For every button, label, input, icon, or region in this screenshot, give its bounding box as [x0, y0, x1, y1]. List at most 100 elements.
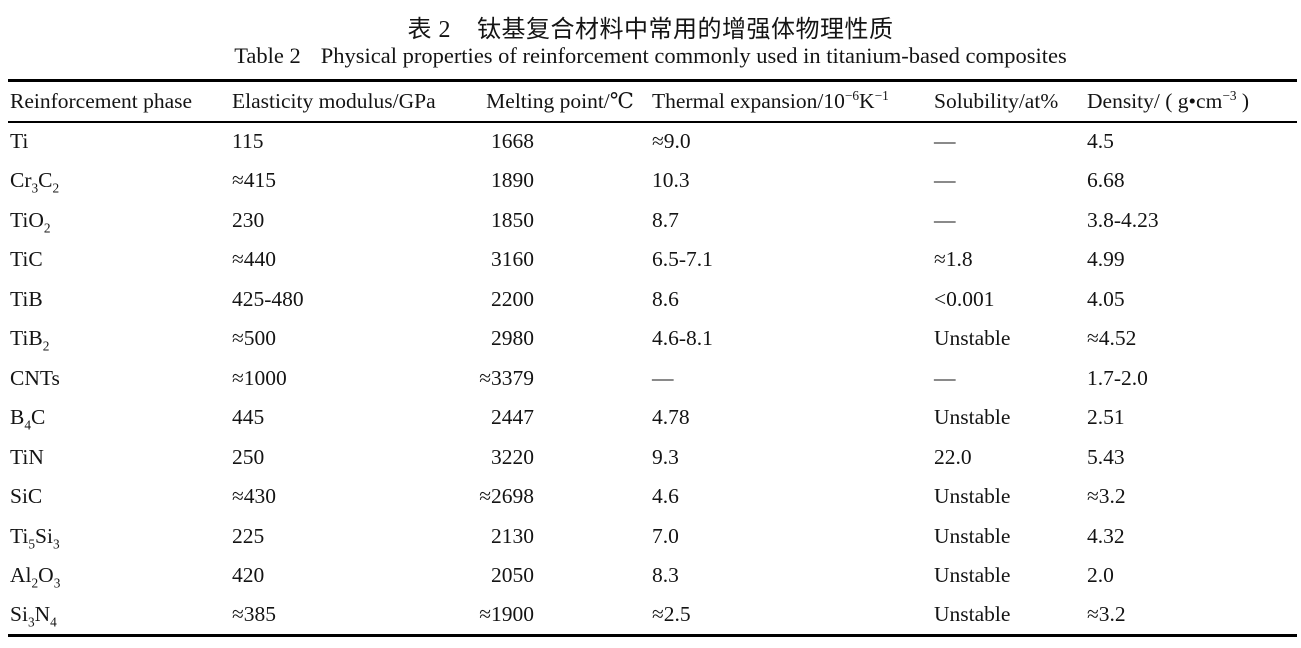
table-row: TiC ≈440 3160 6.5-7.1 ≈1.8 4.99: [8, 240, 1297, 280]
cell-thermal-expansion: 4.78: [652, 405, 690, 430]
table-row: TiN 250 3220 9.3 22.0 5.43: [8, 438, 1297, 478]
cell-melting-point: 2447: [491, 405, 534, 430]
cell-elasticity-modulus: ≈1000: [232, 365, 287, 390]
table-caption-zh-number: 表 2: [407, 17, 451, 43]
table-caption-en-title: Physical properties of reinforcement com…: [320, 43, 1067, 68]
cell-solubility: —: [934, 168, 956, 193]
table-row: TiO2 230 1850 8.7 — 3.8-4.23: [8, 201, 1297, 241]
cell-density: ≈3.2: [1087, 602, 1126, 626]
cell-solubility: Unstable: [934, 602, 1011, 626]
table-row: SiC ≈430 ≈2698 4.6 Unstable ≈3.2: [8, 477, 1297, 517]
cell-melting-point: 1850: [491, 207, 534, 232]
reinforcement-properties-table: Reinforcement phase Elasticity modulus/GP…: [8, 79, 1297, 637]
cell-density: 1.7-2.0: [1087, 365, 1148, 390]
cell-elasticity-modulus: ≈430: [232, 484, 277, 509]
cell-melting-point: 2130: [491, 523, 534, 548]
table-caption-en-number: Table 2: [234, 43, 301, 68]
cell-melting-point: 3220: [491, 444, 534, 469]
cell-elasticity-modulus: ≈415: [232, 168, 277, 193]
cell-melting-point: 1890: [491, 168, 534, 193]
cell-density: 4.05: [1087, 286, 1125, 311]
cell-density: 5.43: [1087, 444, 1125, 469]
cell-density: ≈3.2: [1087, 484, 1126, 509]
cell-elasticity-modulus: 230: [232, 207, 265, 232]
cell-melting-point: ≈1900: [479, 602, 534, 626]
cell-melting-point: 2050: [491, 563, 534, 588]
cell-thermal-expansion: 7.0: [652, 523, 679, 548]
table-row: TiB 425-480 2200 8.6 <0.001 4.05: [8, 280, 1297, 320]
cell-elasticity-modulus: ≈500: [232, 326, 277, 351]
cell-elasticity-modulus: ≈440: [232, 247, 277, 272]
header-row: Reinforcement phase Elasticity modulus/GP…: [8, 80, 1297, 123]
cell-solubility: —: [934, 207, 956, 232]
table-row: Ti 115 1668 ≈9.0 — 4.5: [8, 122, 1297, 162]
cell-solubility: Unstable: [934, 405, 1011, 430]
cell-thermal-expansion: 4.6: [652, 484, 679, 509]
cell-melting-point: 1668: [491, 129, 534, 154]
cell-elasticity-modulus: 420: [232, 563, 265, 588]
table-row: Al2O3 420 2050 8.3 Unstable 2.0: [8, 556, 1297, 596]
cell-reinforcement-phase: Ti: [10, 129, 29, 154]
cell-reinforcement-phase: TiN: [10, 444, 44, 469]
cell-elasticity-modulus: 225: [232, 523, 265, 548]
cell-reinforcement-phase: TiO2: [10, 207, 51, 236]
cell-thermal-expansion: —: [652, 365, 674, 390]
table-row: Si3N4 ≈385 ≈1900 ≈2.5 Unstable ≈3.2: [8, 596, 1297, 636]
cell-thermal-expansion: ≈9.0: [652, 129, 691, 154]
table-caption-zh-title: 钛基复合材料中常用的增强体物理性质: [477, 17, 894, 43]
cell-elasticity-modulus: 115: [232, 129, 264, 154]
cell-melting-point: 2980: [491, 326, 534, 351]
column-header-solubility: Solubility/at%: [932, 80, 1085, 123]
cell-reinforcement-phase: Ti5Si3: [10, 523, 60, 552]
cell-thermal-expansion: 8.3: [652, 563, 679, 588]
cell-density: 4.32: [1087, 523, 1125, 548]
column-header-reinforcement-phase: Reinforcement phase: [8, 80, 230, 123]
cell-density: ≈4.52: [1087, 326, 1137, 351]
cell-thermal-expansion: 4.6-8.1: [652, 326, 713, 351]
table-row: B4C 445 2447 4.78 Unstable 2.51: [8, 398, 1297, 438]
cell-elasticity-modulus: 425-480: [232, 286, 304, 311]
cell-elasticity-modulus: 250: [232, 444, 265, 469]
cell-thermal-expansion: 6.5-7.1: [652, 247, 713, 272]
table-row: CNTs ≈1000 ≈3379 — — 1.7-2.0: [8, 359, 1297, 399]
cell-solubility: Unstable: [934, 484, 1011, 509]
cell-thermal-expansion: 10.3: [652, 168, 690, 193]
cell-solubility: —: [934, 365, 956, 390]
column-header-thermal-expansion: Thermal expansion/10−6K−1: [650, 80, 932, 123]
cell-solubility: —: [934, 129, 956, 154]
cell-reinforcement-phase: TiB: [10, 286, 43, 311]
cell-density: 3.8-4.23: [1087, 207, 1159, 232]
cell-melting-point: ≈2698: [479, 484, 534, 509]
cell-reinforcement-phase: TiC: [10, 247, 43, 272]
cell-solubility: Unstable: [934, 563, 1011, 588]
cell-reinforcement-phase: Cr3C2: [10, 168, 60, 196]
table-caption-zh: 表 2 钛基复合材料中常用的增强体物理性质: [0, 9, 1301, 44]
cell-solubility: <0.001: [934, 286, 995, 311]
cell-thermal-expansion: 9.3: [652, 444, 679, 469]
cell-reinforcement-phase: CNTs: [10, 365, 60, 390]
cell-melting-point: ≈3379: [479, 365, 534, 390]
column-header-elasticity-modulus: Elasticity modulus/GPa: [230, 80, 470, 123]
cell-reinforcement-phase: TiB2: [10, 326, 50, 354]
cell-density: 4.5: [1087, 129, 1114, 154]
cell-density: 2.0: [1087, 563, 1114, 588]
cell-elasticity-modulus: ≈385: [232, 602, 277, 626]
cell-density: 2.51: [1087, 405, 1125, 430]
column-header-melting-point: Melting point/℃: [470, 80, 650, 123]
cell-thermal-expansion: ≈2.5: [652, 602, 691, 626]
table-caption-en: Table 2 Physical properties of reinforcem…: [0, 43, 1301, 69]
column-header-density: Density/ ( g•cm−3 ): [1085, 80, 1297, 123]
cell-density: 4.99: [1087, 247, 1125, 272]
cell-solubility: 22.0: [934, 444, 972, 469]
cell-reinforcement-phase: Al2O3: [10, 563, 61, 591]
table-row: Cr3C2 ≈415 1890 10.3 — 6.68: [8, 161, 1297, 201]
cell-solubility: Unstable: [934, 326, 1011, 351]
table-row: TiB2 ≈500 2980 4.6-8.1 Unstable ≈4.52: [8, 319, 1297, 359]
cell-solubility: Unstable: [934, 523, 1011, 548]
table-body: Ti 115 1668 ≈9.0 — 4.5 Cr3C2 ≈415 1890 10.3 — 6.68 T…: [8, 122, 1297, 636]
cell-reinforcement-phase: Si3N4: [10, 602, 57, 630]
table-row: Ti5Si3 225 2130 7.0 Unstable 4.32: [8, 517, 1297, 557]
cell-thermal-expansion: 8.7: [652, 207, 679, 232]
cell-reinforcement-phase: SiC: [10, 484, 43, 509]
